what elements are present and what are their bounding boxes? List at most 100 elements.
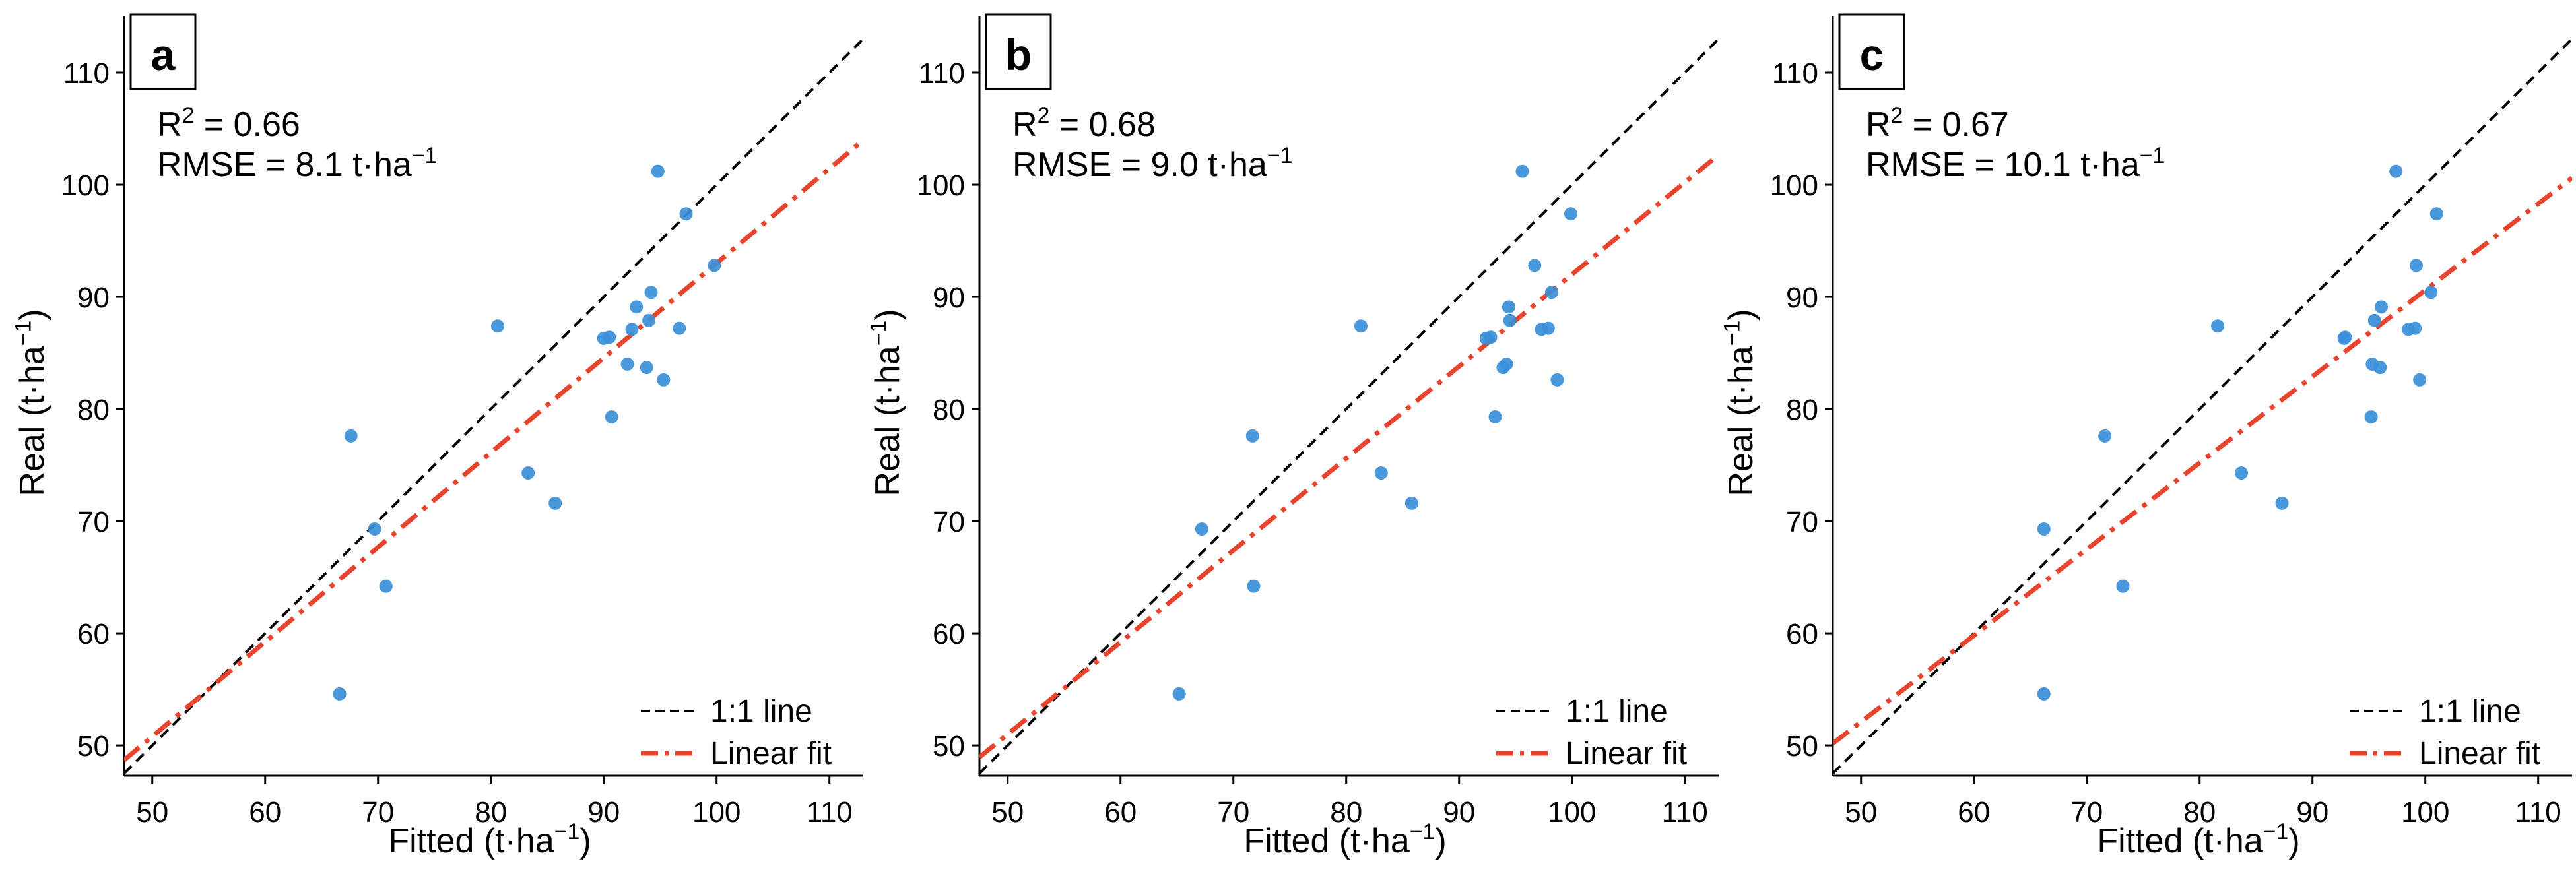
- linear-fit-line: [979, 153, 1719, 759]
- x-tick-label: 50: [136, 796, 168, 829]
- panel-c: 50 60 70 80 90 100 110 50 60 70 80 90 100 110 Fitted (…: [1719, 13, 2572, 860]
- data-point: [1544, 286, 1558, 299]
- x-axis-title-exponent: −1: [2263, 819, 2289, 844]
- data-point: [1500, 358, 1513, 371]
- x-tick-label: 100: [1548, 796, 1596, 829]
- r-squared-text-suffix: = 0.66: [194, 106, 300, 144]
- y-tick-label: 70: [1786, 506, 1818, 538]
- y-tick-label: 100: [917, 170, 965, 202]
- data-point: [379, 579, 393, 593]
- y-tick-label: 70: [77, 506, 110, 538]
- data-point: [2037, 687, 2051, 701]
- x-axis-title-main: Fitted (t·ha: [2097, 822, 2262, 860]
- data-point: [368, 522, 381, 536]
- legend: 1:1 line Linear fit: [641, 694, 832, 771]
- data-point: [708, 259, 721, 272]
- y-tick-label: 60: [1786, 618, 1818, 650]
- legend-identity-label: 1:1 line: [710, 694, 812, 729]
- data-point: [2424, 286, 2438, 299]
- data-point: [605, 410, 618, 423]
- identity-line: [124, 38, 863, 775]
- rmse-text: RMSE = 8.1 t·ha−1: [157, 143, 437, 184]
- x-tick-label: 90: [587, 796, 620, 829]
- data-point: [2389, 164, 2403, 178]
- data-point: [1488, 410, 1502, 423]
- data-point: [1541, 321, 1555, 335]
- x-tick-label: 110: [1662, 796, 1708, 829]
- y-axis-title-suffix: ): [13, 309, 51, 320]
- legend-identity-label: 1:1 line: [2419, 694, 2521, 729]
- data-point: [2338, 330, 2352, 344]
- data-point: [1245, 429, 1259, 443]
- y-tick-label: 90: [933, 282, 965, 314]
- data-point: [2413, 373, 2427, 387]
- data-point: [1515, 164, 1529, 178]
- data-point: [2234, 466, 2248, 480]
- x-tick-label: 90: [2296, 796, 2328, 829]
- linear-fit-line: [124, 138, 863, 763]
- y-axis-title-main: Real (t·ha: [869, 346, 907, 496]
- data-point: [1172, 687, 1186, 701]
- r-squared-text-main: R: [1012, 106, 1038, 144]
- data-point: [521, 466, 535, 480]
- y-axis-title: Real (t·ha−1): [866, 309, 907, 496]
- x-tick-label: 70: [2070, 796, 2103, 829]
- data-point: [2410, 259, 2424, 272]
- y-axis-title-exponent: −1: [11, 321, 36, 346]
- rmse-text-main: RMSE = 8.1 t·ha: [157, 146, 412, 184]
- panel-a: 50 60 70 80 90 100 110 50 60 70 80 90 100 110 Fitted (…: [11, 13, 863, 860]
- y-tick-label: 70: [933, 506, 965, 538]
- data-point: [642, 313, 656, 327]
- r-squared-text-exponent: 2: [182, 103, 195, 128]
- data-point: [651, 164, 665, 178]
- y-tick-label: 60: [77, 618, 110, 650]
- data-point: [490, 319, 504, 333]
- rmse-text: RMSE = 10.1 t·ha−1: [1866, 143, 2165, 184]
- x-axis-title-exponent: −1: [1410, 819, 1436, 844]
- data-point: [344, 429, 358, 443]
- r-squared-text-main: R: [157, 106, 182, 144]
- y-tick-label: 80: [933, 394, 965, 426]
- x-axis-title: Fitted (t·ha−1): [388, 819, 591, 860]
- data-point: [1564, 207, 1577, 221]
- y-tick-label: 100: [61, 170, 110, 202]
- x-axis-title-main: Fitted (t·ha: [388, 822, 554, 860]
- y-tick-label: 60: [933, 618, 965, 650]
- x-tick-label: 110: [2515, 796, 2561, 829]
- x-tick-label: 50: [1845, 796, 1877, 829]
- x-tick-label: 70: [362, 796, 394, 829]
- identity-line: [979, 38, 1719, 775]
- plot-area: [979, 38, 1719, 775]
- x-axis-title-exponent: −1: [554, 819, 580, 844]
- x-axis-title-suffix: ): [1435, 822, 1446, 860]
- panel-label-box: [1838, 13, 1905, 90]
- data-point: [1528, 259, 1542, 272]
- data-point: [1247, 579, 1261, 593]
- plot-area: [124, 38, 863, 775]
- x-axis-title: Fitted (t·ha−1): [2097, 819, 2299, 860]
- identity-line: [1833, 38, 2572, 775]
- r-squared-text: R2 = 0.67: [1866, 103, 2009, 144]
- data-point: [640, 361, 653, 375]
- x-tick-label: 70: [1217, 796, 1249, 829]
- data-point: [620, 358, 634, 371]
- y-axis-title: Real (t·ha−1): [11, 309, 51, 496]
- data-point: [644, 286, 658, 299]
- panel-label: a: [151, 30, 176, 79]
- data-point: [2408, 321, 2422, 335]
- data-point: [679, 207, 693, 221]
- legend: 1:1 line Linear fit: [1496, 694, 1687, 771]
- x-axis-title-main: Fitted (t·ha: [1243, 822, 1409, 860]
- data-point: [673, 321, 686, 335]
- data-point: [625, 323, 639, 336]
- rmse-text-main: RMSE = 9.0 t·ha: [1012, 146, 1267, 184]
- panel-b: 50 60 70 80 90 100 110 50 60 70 80 90 100 110 Fitted (…: [866, 13, 1719, 860]
- y-axis-title: Real (t·ha−1): [1719, 309, 1760, 496]
- r-squared-text-exponent: 2: [1038, 103, 1050, 128]
- x-axis-title-suffix: ): [2288, 822, 2299, 860]
- data-point: [2373, 361, 2387, 375]
- r-squared-text: R2 = 0.66: [157, 103, 300, 144]
- x-tick-label: 60: [1958, 796, 1990, 829]
- x-axis-title-suffix: ): [579, 822, 591, 860]
- y-tick-label: 80: [1786, 394, 1818, 426]
